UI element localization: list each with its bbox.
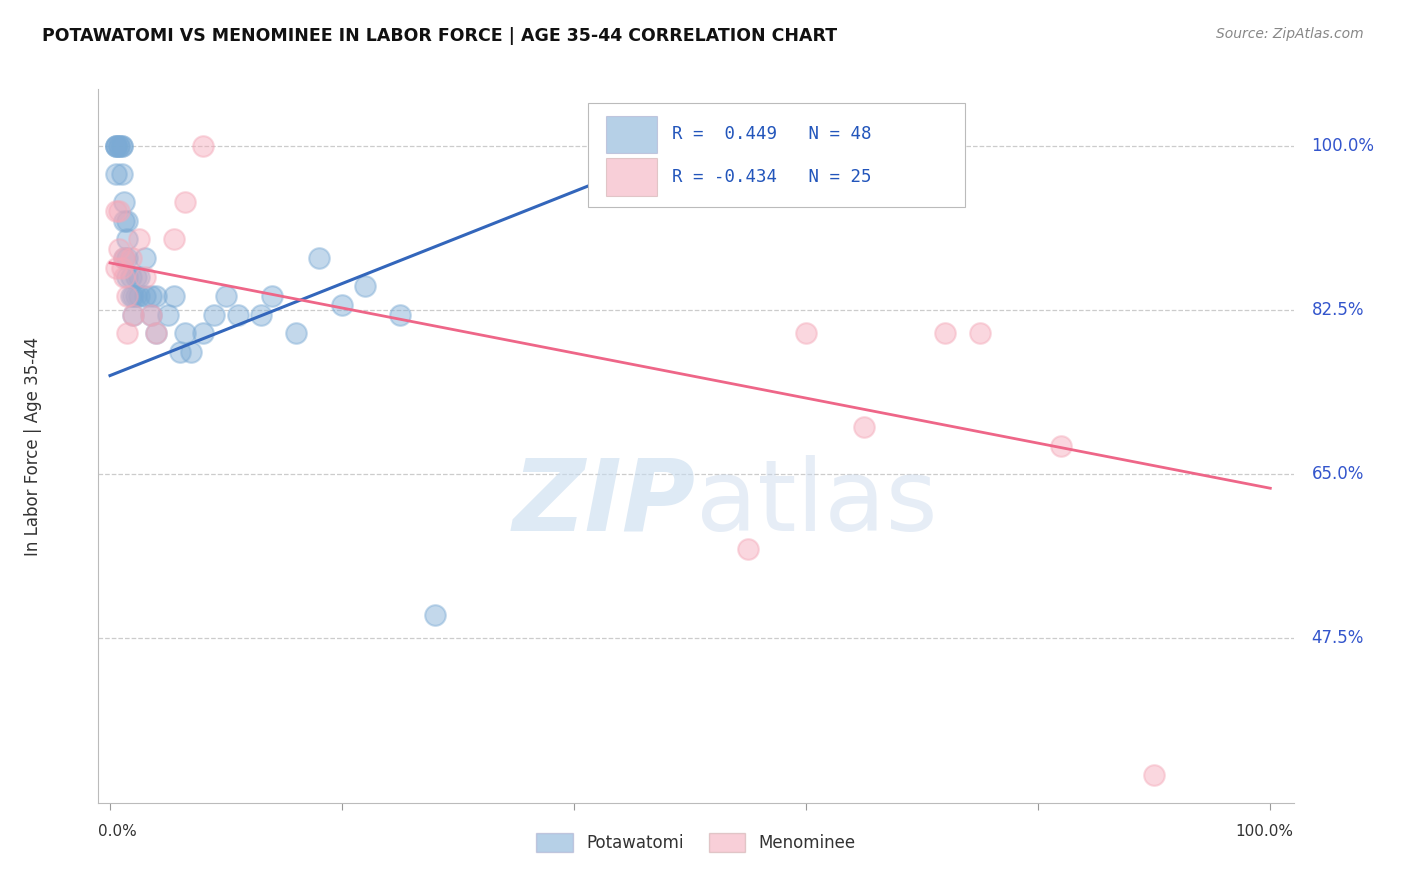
Point [215, 289, 238, 303]
Text: 100.0%: 100.0% [1236, 824, 1294, 839]
Point [284, 326, 307, 341]
Point [104, 138, 127, 153]
Point [112, 194, 135, 209]
Point [163, 232, 186, 246]
Point [112, 251, 135, 265]
Text: ZIP: ZIP [513, 455, 696, 551]
Point [117, 251, 139, 265]
Point [145, 326, 167, 341]
Point [124, 289, 146, 303]
Point [204, 308, 226, 322]
Text: 82.5%: 82.5% [1312, 301, 1364, 318]
Point [423, 607, 446, 622]
Point [354, 279, 377, 293]
Point [969, 326, 991, 341]
Point [330, 298, 353, 312]
Text: R =  0.449   N = 48: R = 0.449 N = 48 [672, 125, 872, 143]
Text: 0.0%: 0.0% [98, 824, 138, 839]
Point [145, 326, 167, 341]
Point [180, 345, 202, 359]
FancyBboxPatch shape [606, 116, 657, 153]
Point [139, 308, 162, 322]
Point [853, 420, 876, 434]
Point [111, 167, 134, 181]
Point [111, 138, 134, 153]
Text: In Labor Force | Age 35-44: In Labor Force | Age 35-44 [24, 336, 42, 556]
Legend: Potawatomi, Menominee: Potawatomi, Menominee [530, 826, 862, 859]
Point [134, 270, 156, 285]
Point [308, 251, 330, 265]
Text: POTAWATOMI VS MENOMINEE IN LABOR FORCE | AGE 35-44 CORRELATION CHART: POTAWATOMI VS MENOMINEE IN LABOR FORCE |… [42, 27, 838, 45]
Point [117, 270, 139, 285]
Point [120, 251, 142, 265]
Point [122, 308, 145, 322]
Point [679, 138, 702, 153]
Point [122, 308, 145, 322]
Point [122, 289, 145, 303]
Text: atlas: atlas [696, 455, 938, 551]
Point [112, 251, 135, 265]
Point [108, 204, 131, 219]
Point [112, 270, 135, 285]
Point [124, 270, 146, 285]
Point [157, 308, 180, 322]
Point [191, 326, 214, 341]
Point [191, 138, 214, 153]
Point [794, 326, 817, 341]
Point [134, 251, 156, 265]
Point [128, 270, 150, 285]
Point [104, 204, 127, 219]
Point [117, 289, 139, 303]
Point [128, 289, 150, 303]
Point [104, 260, 127, 275]
Point [104, 138, 127, 153]
Text: 65.0%: 65.0% [1312, 465, 1364, 483]
Point [120, 289, 142, 303]
Point [108, 138, 131, 153]
Point [104, 138, 127, 153]
FancyBboxPatch shape [606, 159, 657, 195]
FancyBboxPatch shape [588, 103, 965, 207]
Point [112, 213, 135, 227]
Point [737, 542, 759, 557]
Point [128, 232, 150, 246]
Point [163, 289, 186, 303]
Point [169, 345, 191, 359]
Text: 47.5%: 47.5% [1312, 630, 1364, 648]
Text: R = -0.434   N = 25: R = -0.434 N = 25 [672, 168, 872, 186]
Point [108, 138, 131, 153]
Point [120, 270, 142, 285]
Point [117, 232, 139, 246]
Point [108, 242, 131, 256]
Point [111, 138, 134, 153]
Point [1050, 439, 1073, 453]
Point [117, 213, 139, 227]
Text: 100.0%: 100.0% [1312, 136, 1375, 154]
Point [934, 326, 956, 341]
Point [389, 308, 412, 322]
Point [139, 289, 162, 303]
Point [226, 308, 249, 322]
Point [174, 194, 197, 209]
Point [1143, 767, 1166, 781]
Point [111, 260, 134, 275]
Text: Source: ZipAtlas.com: Source: ZipAtlas.com [1216, 27, 1364, 41]
Point [134, 289, 156, 303]
Point [174, 326, 197, 341]
Point [104, 167, 127, 181]
Point [145, 289, 167, 303]
Point [250, 308, 273, 322]
Point [117, 326, 139, 341]
Point [139, 308, 162, 322]
Point [262, 289, 284, 303]
